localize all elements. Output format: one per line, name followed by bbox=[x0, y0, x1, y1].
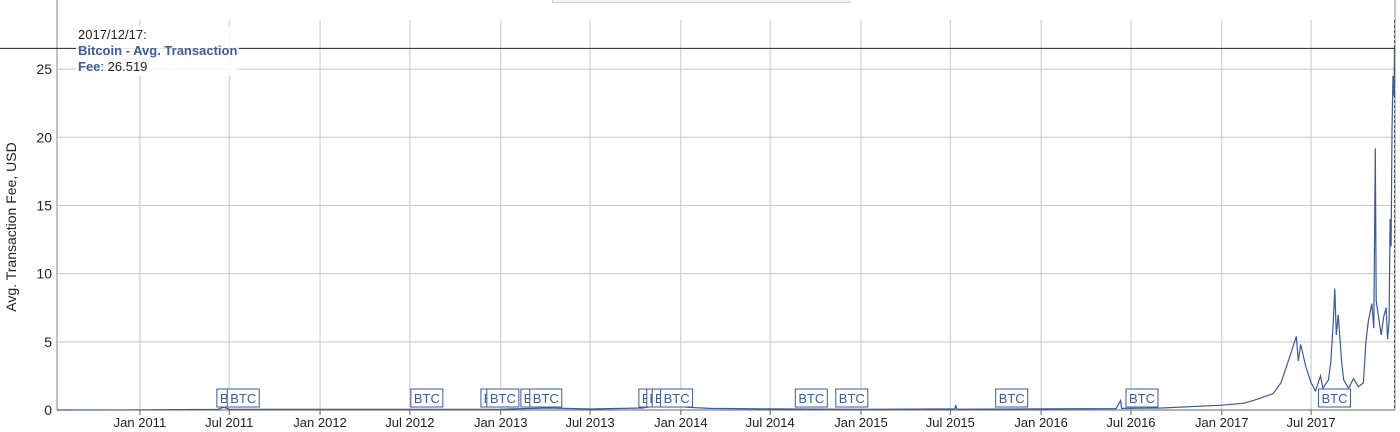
event-marker[interactable]: BTC bbox=[486, 388, 520, 408]
event-marker-label: BTC bbox=[1321, 391, 1347, 406]
x-tick-label: Jan 2011 bbox=[114, 415, 167, 430]
event-marker-label: BTC bbox=[839, 391, 865, 406]
x-tick-label: Jul 2015 bbox=[926, 415, 975, 430]
y-tick-label: 5 bbox=[44, 334, 52, 350]
y-tick-label: 25 bbox=[36, 61, 52, 77]
series-line bbox=[56, 48, 1396, 411]
event-marker-label: BTC bbox=[999, 391, 1025, 406]
tooltip-series-label-cont: Fee bbox=[78, 59, 101, 74]
event-marker-label: B bbox=[655, 391, 664, 406]
tooltip-date: 2017/12/17: bbox=[78, 27, 147, 42]
y-tick-label: 10 bbox=[36, 266, 52, 282]
event-marker-label: B bbox=[524, 391, 533, 406]
x-tick-label: Jul 2016 bbox=[1106, 415, 1155, 430]
event-marker-label: BTC bbox=[1129, 391, 1155, 406]
tooltip-value: 26.519 bbox=[107, 59, 148, 74]
x-tick-label: Jul 2014 bbox=[746, 415, 795, 430]
crosshair bbox=[0, 20, 1396, 410]
event-marker[interactable]: BTC bbox=[226, 388, 260, 408]
event-markers: BTCBTCBTCBBTCBBTCBTCBBBTCBTCBTCBTCBTCBTC bbox=[216, 388, 1351, 408]
event-marker-label: BTC bbox=[230, 391, 256, 406]
grid bbox=[57, 20, 1395, 411]
x-tick-label: Jan 2015 bbox=[834, 415, 888, 430]
y-axis-label: Avg. Transaction Fee, USD bbox=[3, 142, 19, 311]
event-marker-label: BTC bbox=[414, 391, 440, 406]
x-tick-label: Jul 2017 bbox=[1287, 415, 1336, 430]
event-marker[interactable]: BTC bbox=[794, 388, 828, 408]
x-tick-label: Jan 2013 bbox=[474, 415, 528, 430]
event-marker[interactable]: BTC bbox=[835, 388, 869, 408]
event-marker[interactable]: BTC bbox=[995, 388, 1029, 408]
event-marker[interactable]: BTC bbox=[1317, 388, 1351, 408]
event-marker[interactable]: BTC bbox=[529, 388, 563, 408]
event-marker[interactable]: BTC bbox=[660, 388, 694, 408]
x-tick-label: Jul 2011 bbox=[205, 415, 253, 430]
series-layer bbox=[56, 48, 1396, 411]
y-tick-label: 0 bbox=[44, 402, 52, 418]
range-selector-handle[interactable] bbox=[552, 0, 850, 3]
x-tick-label: Jan 2016 bbox=[1014, 415, 1068, 430]
event-marker-label: BTC bbox=[490, 391, 516, 406]
x-tick-label: Jul 2013 bbox=[565, 415, 614, 430]
x-tick-label: Jan 2017 bbox=[1195, 415, 1249, 430]
axes: 0 5 10 15 20 25 Jan 2011 Jul 2011 Jan 2012 Jul 20… bbox=[36, 0, 1396, 430]
hover-tooltip: 2017/12/17: Bitcoin - Avg. Transaction F… bbox=[76, 26, 240, 76]
event-marker-label: BTC bbox=[664, 391, 690, 406]
event-marker[interactable]: BTC bbox=[410, 388, 444, 408]
event-marker-label: BTC bbox=[533, 391, 559, 406]
x-tick-label: Jan 2014 bbox=[654, 415, 708, 430]
event-marker-label: BTC bbox=[798, 391, 824, 406]
x-tick-label: Jan 2012 bbox=[293, 415, 347, 430]
tooltip-series-label: Bitcoin - Avg. Transaction bbox=[78, 43, 238, 58]
event-marker[interactable]: BTC bbox=[1125, 388, 1159, 408]
y-tick-label: 20 bbox=[36, 129, 52, 145]
x-tick-label: Jul 2012 bbox=[385, 415, 434, 430]
y-tick-label: 15 bbox=[36, 197, 52, 213]
